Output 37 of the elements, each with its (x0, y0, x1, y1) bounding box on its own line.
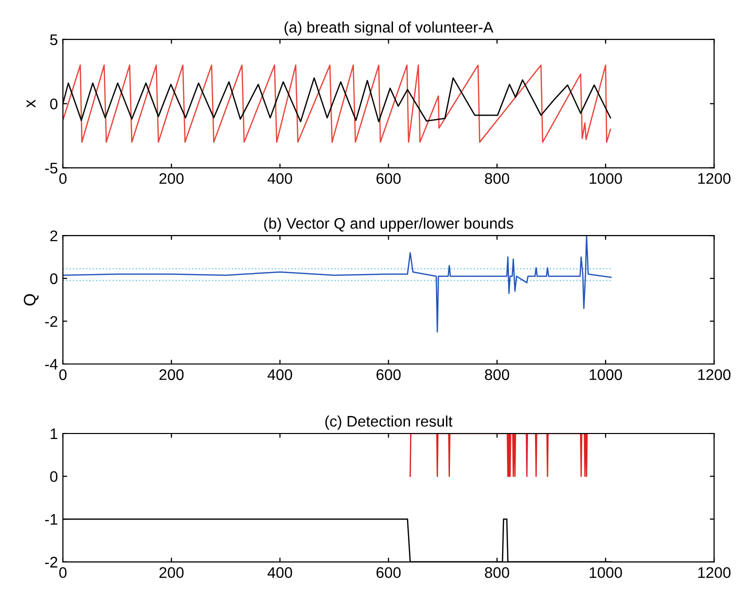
y-tick-label: 1 (50, 428, 58, 440)
y-tick-label: 5 (50, 34, 58, 46)
y-axis-title: x (26, 100, 36, 108)
x-tick-label: 0 (59, 369, 67, 380)
y-tick-label: -2 (45, 556, 58, 568)
y-tick-label: 0 (50, 273, 58, 284)
x-tick-label: 400 (268, 173, 292, 184)
x-tick-label: 1000 (590, 567, 622, 578)
x-tick-label: 200 (159, 173, 184, 184)
x-tick-label: 200 (159, 369, 184, 380)
x-tick-label: 0 (59, 567, 67, 578)
y-tick-label: -1 (45, 514, 58, 525)
x-tick-label: 800 (484, 369, 510, 380)
x-tick-label: 600 (376, 567, 401, 578)
x-tick-label: 600 (376, 173, 401, 184)
chart-title: (c) Detection result (325, 415, 452, 430)
x-tick-label: 1200 (698, 173, 730, 184)
y-axis-title: Q (24, 294, 39, 306)
y-tick-label: 2 (50, 230, 58, 242)
chart-title: (a) breath signal of volunteer-A (284, 21, 494, 36)
x-tick-label: 1000 (590, 173, 622, 184)
x-tick-label: 200 (159, 567, 184, 578)
x-tick-label: 800 (484, 567, 510, 578)
x-tick-label: 1000 (590, 369, 622, 380)
x-tick-label: 400 (268, 567, 292, 578)
y-tick-label: -4 (45, 359, 58, 370)
y-tick-label: -2 (45, 316, 58, 327)
x-tick-label: 1200 (698, 567, 730, 578)
x-tick-label: 1200 (698, 369, 730, 380)
y-tick-label: 0 (50, 98, 58, 110)
x-tick-label: 400 (268, 369, 292, 380)
x-tick-label: 0 (59, 173, 67, 184)
x-tick-label: 800 (484, 173, 510, 184)
y-tick-label: -5 (45, 162, 58, 174)
x-tick-label: 600 (376, 369, 401, 380)
chart-title: (b) Vector Q and upper/lower bounds (264, 218, 514, 232)
y-tick-label: 0 (50, 471, 58, 482)
